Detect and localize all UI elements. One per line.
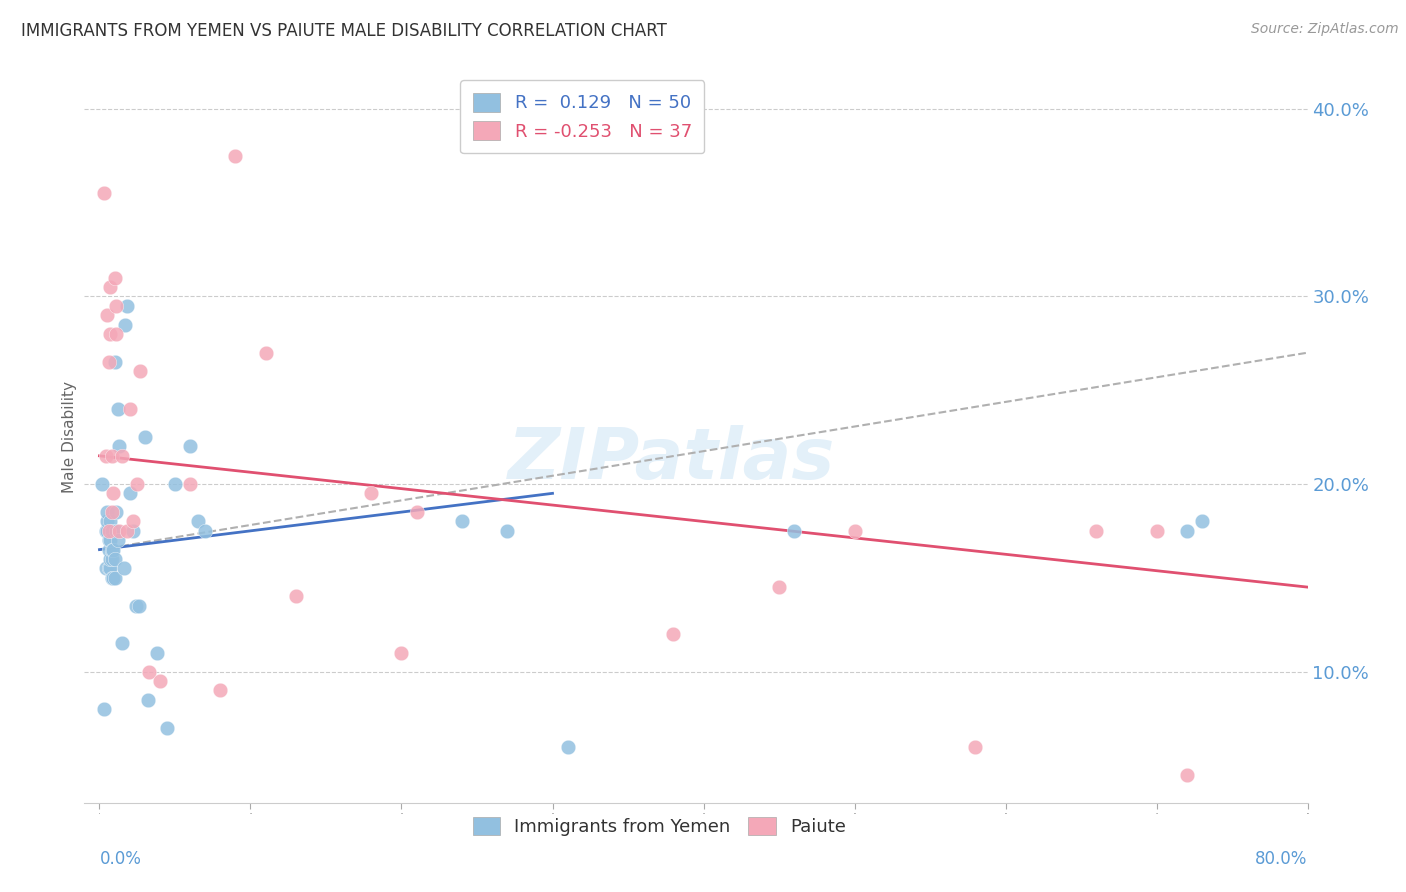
Point	[224, 149, 246, 163]
Point	[1191, 515, 1213, 529]
Point	[138, 665, 160, 679]
Point	[103, 571, 125, 585]
Text: IMMIGRANTS FROM YEMEN VS PAIUTE MALE DISABILITY CORRELATION CHART: IMMIGRANTS FROM YEMEN VS PAIUTE MALE DIS…	[21, 22, 666, 40]
Point	[97, 561, 120, 575]
Point	[391, 646, 413, 660]
Point	[451, 515, 474, 529]
Point	[98, 515, 121, 529]
Point	[1146, 524, 1168, 538]
Point	[98, 533, 121, 548]
Point	[97, 355, 120, 369]
Point	[662, 627, 685, 641]
Point	[129, 364, 152, 378]
Point	[96, 505, 118, 519]
Point	[844, 524, 866, 538]
Point	[100, 449, 122, 463]
Point	[100, 542, 122, 557]
Point	[496, 524, 519, 538]
Point	[187, 515, 209, 529]
Point	[1085, 524, 1108, 538]
Point	[115, 299, 138, 313]
Point	[107, 533, 129, 548]
Point	[103, 355, 125, 369]
Point	[91, 477, 114, 491]
Point	[114, 318, 136, 332]
Point	[101, 571, 124, 585]
Point	[121, 524, 143, 538]
Point	[93, 702, 115, 716]
Point	[101, 542, 124, 557]
Point	[128, 599, 150, 613]
Point	[965, 739, 987, 754]
Point	[118, 486, 141, 500]
Point	[98, 326, 121, 341]
Point	[94, 449, 117, 463]
Point	[94, 524, 117, 538]
Point	[557, 739, 579, 754]
Point	[254, 345, 277, 359]
Point	[163, 477, 186, 491]
Point	[96, 515, 118, 529]
Point	[783, 524, 806, 538]
Point	[100, 524, 122, 538]
Point	[108, 440, 131, 454]
Text: Source: ZipAtlas.com: Source: ZipAtlas.com	[1251, 22, 1399, 37]
Point	[118, 401, 141, 416]
Point	[94, 561, 117, 575]
Point	[107, 401, 129, 416]
Point	[98, 280, 121, 294]
Point	[97, 542, 120, 557]
Point	[100, 571, 122, 585]
Point	[127, 477, 149, 491]
Point	[112, 561, 135, 575]
Point	[209, 683, 232, 698]
Point	[100, 505, 122, 519]
Point	[97, 533, 120, 548]
Point	[100, 552, 122, 566]
Point	[149, 673, 172, 688]
Point	[360, 486, 382, 500]
Point	[125, 599, 148, 613]
Point	[284, 590, 307, 604]
Point	[1175, 767, 1198, 781]
Point	[111, 449, 134, 463]
Point	[105, 505, 128, 519]
Point	[146, 646, 169, 660]
Y-axis label: Male Disability: Male Disability	[62, 381, 77, 493]
Point	[98, 561, 121, 575]
Point	[97, 524, 120, 538]
Point	[111, 636, 134, 650]
Point	[134, 430, 156, 444]
Point	[103, 270, 125, 285]
Point	[96, 524, 118, 538]
Point	[101, 486, 124, 500]
Text: ZIPatlas: ZIPatlas	[508, 425, 835, 493]
Point	[103, 552, 125, 566]
Point	[768, 580, 790, 594]
Point	[98, 552, 121, 566]
Point	[121, 515, 143, 529]
Point	[105, 326, 128, 341]
Point	[115, 524, 138, 538]
Point	[405, 505, 427, 519]
Point	[156, 721, 179, 735]
Point	[194, 524, 217, 538]
Point	[105, 299, 128, 313]
Point	[96, 308, 118, 322]
Text: 0.0%: 0.0%	[100, 850, 142, 868]
Point	[136, 692, 159, 706]
Point	[105, 524, 128, 538]
Text: 80.0%: 80.0%	[1256, 850, 1308, 868]
Point	[1175, 524, 1198, 538]
Point	[179, 477, 201, 491]
Point	[108, 524, 131, 538]
Point	[179, 440, 201, 454]
Legend: Immigrants from Yemen, Paiute: Immigrants from Yemen, Paiute	[464, 807, 855, 845]
Point	[93, 186, 115, 201]
